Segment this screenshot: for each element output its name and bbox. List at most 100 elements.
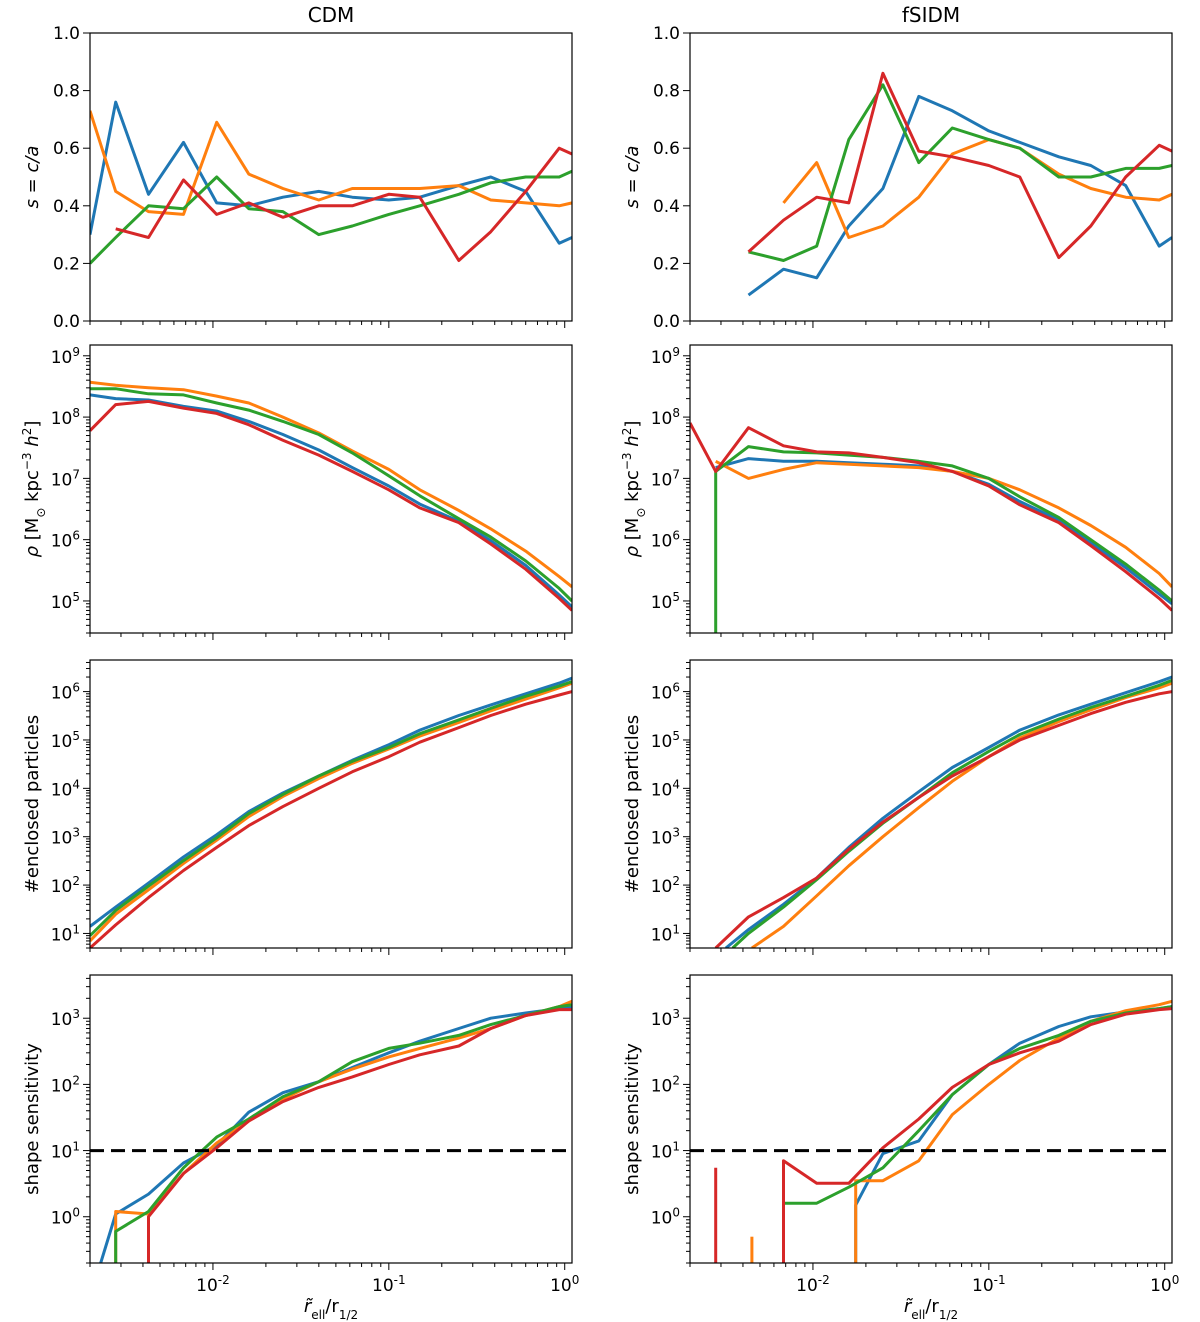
y-tick-label: 100 xyxy=(51,1206,80,1229)
series-line-blue xyxy=(715,457,1172,605)
y-axis-label: ρ [M⊙ kpc−3 h2] xyxy=(20,421,48,558)
panel-sensitivity-cdm: 10-2 10-1 100 100 101 102 103 shape sensitivity xyxy=(22,974,579,1296)
series-line-green xyxy=(783,1005,1172,1205)
y-tick-label: 105 xyxy=(51,729,80,752)
series-line-green xyxy=(90,680,572,937)
series-line-green xyxy=(731,678,1172,948)
series-line-orange xyxy=(782,138,1172,239)
y-tick-label: 0.2 xyxy=(53,254,80,274)
series-line-red xyxy=(115,146,572,262)
panel-density-fsidm: 105 106 107 108 109 ρ [M⊙ kpc−3 h2] xyxy=(620,344,1173,640)
series-line-red xyxy=(90,399,572,612)
series-line-red xyxy=(147,1008,572,1263)
y-tick-label: 0.6 xyxy=(653,139,680,159)
series-line-red xyxy=(690,422,1172,612)
series-line-blue xyxy=(99,1006,572,1263)
series-line-orange xyxy=(114,999,572,1263)
axes-frame xyxy=(689,344,1173,634)
axes-frame xyxy=(689,974,1173,1264)
panel-sensitivity-fsidm: 10-2 10-1 100 100 101 102 103 shape sensitivity xyxy=(622,974,1179,1296)
series-line-green xyxy=(714,445,1172,633)
y-tick-label: 106 xyxy=(651,529,680,552)
y-axis-label: s = c/a xyxy=(622,146,643,209)
x-tick-label: 10-1 xyxy=(372,1273,406,1296)
series-line-orange xyxy=(854,999,1172,1263)
series-line-orange xyxy=(751,681,1172,948)
y-tick-label: 105 xyxy=(651,729,680,752)
y-tick-label: 104 xyxy=(51,777,80,800)
y-tick-label: 0.0 xyxy=(53,312,80,332)
series-line-orange xyxy=(90,681,572,942)
x-tick-label: 10-2 xyxy=(196,1273,230,1296)
x-tick-label: 100 xyxy=(1150,1273,1179,1296)
series-line-blue xyxy=(90,393,572,608)
axes-frame xyxy=(689,659,1173,949)
y-axis-label: ρ [M⊙ kpc−3 h2] xyxy=(620,421,648,558)
y-tick-label: 0.2 xyxy=(653,254,680,274)
y-tick-label: 101 xyxy=(651,1140,680,1163)
series-line-green xyxy=(748,83,1172,262)
x-tick-label: 10-2 xyxy=(796,1273,830,1296)
y-axis-label: #enclosed particles xyxy=(622,715,643,893)
series-line-orange xyxy=(90,110,572,216)
series-line-green xyxy=(114,1003,572,1263)
y-tick-label: 106 xyxy=(51,529,80,552)
series-line-orange xyxy=(90,380,572,588)
y-axis-label: s = c/a xyxy=(22,146,43,209)
y-tick-label: 109 xyxy=(51,345,80,368)
y-tick-label: 108 xyxy=(651,406,680,429)
series-line-blue xyxy=(854,1005,1172,1263)
y-tick-label: 0.4 xyxy=(53,197,80,217)
y-tick-label: 104 xyxy=(651,777,680,800)
y-tick-label: 0.8 xyxy=(53,82,80,102)
y-tick-label: 107 xyxy=(51,467,80,490)
axes-frame xyxy=(89,974,573,1264)
x-tick-label: 10-1 xyxy=(972,1273,1006,1296)
y-axis-label: #enclosed particles xyxy=(22,715,43,893)
y-tick-label: 102 xyxy=(51,1073,80,1096)
series-line-blue xyxy=(724,675,1172,948)
y-tick-label: 102 xyxy=(51,874,80,897)
y-tick-label: 108 xyxy=(51,406,80,429)
y-tick-label: 102 xyxy=(651,1073,680,1096)
y-tick-label: 103 xyxy=(651,826,680,849)
y-tick-label: 106 xyxy=(651,681,680,704)
axes-frame xyxy=(89,659,573,949)
y-tick-label: 103 xyxy=(51,1007,80,1030)
axes-frame xyxy=(689,32,1173,322)
x-axis-label-fsidm: r̃ell/r1/2 xyxy=(904,1296,958,1322)
series-line-red xyxy=(782,1007,1172,1263)
axes-frame xyxy=(89,344,573,634)
x-axis-label-cdm: r̃ell/r1/2 xyxy=(304,1296,358,1322)
y-tick-label: 105 xyxy=(651,590,680,613)
y-tick-label: 100 xyxy=(651,1206,680,1229)
y-tick-label: 1.0 xyxy=(653,24,680,44)
axes-frame xyxy=(89,32,573,322)
series-line-red xyxy=(714,690,1172,948)
panel-density-cdm: 105 106 107 108 109 ρ [M⊙ kpc−3 h2] xyxy=(20,344,573,640)
series-line-red xyxy=(90,690,572,948)
y-tick-label: 105 xyxy=(51,590,80,613)
y-tick-label: 0.0 xyxy=(653,312,680,332)
panel-enclosed-cdm: 101 102 103 104 105 106 #enclosed particles xyxy=(22,659,573,955)
series-line-red xyxy=(747,71,1172,260)
y-tick-label: 1.0 xyxy=(53,24,80,44)
y-tick-label: 107 xyxy=(651,467,680,490)
panel-shape-cdm: 0.0 0.2 0.4 0.6 0.8 1.0 s = c/a xyxy=(22,24,573,332)
y-tick-label: 0.6 xyxy=(53,139,80,159)
y-tick-label: 103 xyxy=(651,1007,680,1030)
column-title-fsidm: fSIDM xyxy=(902,3,960,27)
y-tick-label: 106 xyxy=(51,681,80,704)
series-line-blue xyxy=(747,94,1172,297)
y-tick-label: 102 xyxy=(651,874,680,897)
y-tick-label: 101 xyxy=(651,922,680,945)
panel-shape-fsidm: 0.0 0.2 0.4 0.6 0.8 1.0 s = c/a xyxy=(622,24,1173,332)
y-tick-label: 109 xyxy=(651,345,680,368)
y-axis-label: shape sensitivity xyxy=(622,1043,643,1195)
y-tick-label: 0.4 xyxy=(653,197,680,217)
column-title-cdm: CDM xyxy=(308,3,355,27)
panel-enclosed-fsidm: 101 102 103 104 105 106 #enclosed particles xyxy=(622,659,1173,955)
y-tick-label: 103 xyxy=(51,826,80,849)
series-line-green xyxy=(90,387,572,603)
x-tick-label: 100 xyxy=(550,1273,579,1296)
